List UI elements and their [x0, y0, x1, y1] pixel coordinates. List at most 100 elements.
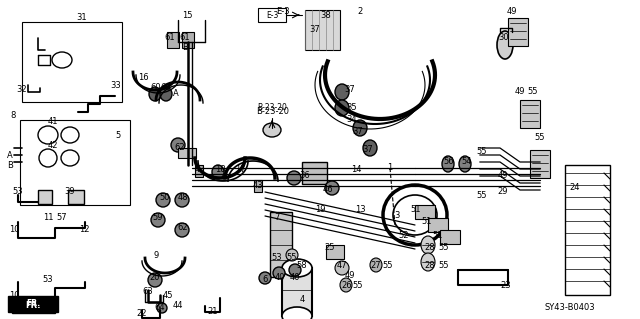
Ellipse shape [263, 123, 281, 137]
Text: 4: 4 [300, 295, 305, 305]
Bar [520, 100, 540, 128]
Text: 40: 40 [290, 273, 300, 283]
Text: 32: 32 [17, 85, 28, 94]
Ellipse shape [289, 264, 301, 276]
Text: 31: 31 [77, 13, 87, 23]
Text: 34: 34 [347, 115, 357, 124]
Text: 17: 17 [235, 166, 245, 174]
Text: 55: 55 [287, 254, 297, 263]
Text: 45: 45 [163, 291, 173, 300]
Bar [305, 10, 340, 50]
Bar [302, 162, 327, 184]
Bar [326, 245, 344, 259]
Text: E-3: E-3 [276, 8, 290, 17]
Text: 13: 13 [355, 205, 365, 214]
Text: 28: 28 [425, 261, 435, 270]
Text: 20: 20 [150, 273, 160, 283]
Bar [254, 180, 262, 192]
Ellipse shape [335, 84, 349, 100]
Ellipse shape [282, 259, 312, 277]
Text: 62: 62 [175, 144, 186, 152]
Text: B: B [182, 43, 188, 53]
Bar [270, 212, 292, 277]
Text: 18: 18 [214, 166, 225, 174]
Polygon shape [12, 299, 55, 313]
Text: 55: 55 [439, 243, 449, 253]
Bar [68, 190, 84, 204]
Text: 55: 55 [439, 261, 449, 270]
Text: 42: 42 [48, 140, 58, 150]
Bar [178, 148, 196, 158]
Text: 47: 47 [337, 261, 348, 270]
Text: 27: 27 [371, 261, 381, 270]
Ellipse shape [421, 253, 435, 271]
Text: 51: 51 [422, 218, 432, 226]
Text: FR.: FR. [26, 300, 40, 308]
Text: 51: 51 [433, 231, 444, 240]
Text: B: B [7, 160, 13, 169]
Ellipse shape [151, 213, 165, 227]
Bar [182, 32, 194, 48]
Text: 7: 7 [275, 213, 280, 222]
Ellipse shape [149, 87, 161, 101]
Text: 57: 57 [57, 213, 67, 222]
Ellipse shape [340, 278, 352, 292]
Ellipse shape [459, 156, 471, 172]
Text: 38: 38 [321, 11, 332, 19]
Text: 29: 29 [498, 188, 508, 197]
Text: 2: 2 [357, 8, 363, 17]
Text: 11: 11 [43, 213, 53, 222]
Text: 35: 35 [347, 103, 357, 113]
Text: 62: 62 [178, 224, 188, 233]
Text: 58: 58 [297, 261, 307, 270]
Text: 24: 24 [570, 183, 580, 192]
Text: 46: 46 [323, 186, 333, 195]
Text: 33: 33 [111, 81, 122, 91]
Text: 43: 43 [195, 166, 205, 174]
Ellipse shape [160, 87, 172, 101]
Text: 12: 12 [79, 226, 89, 234]
Ellipse shape [353, 120, 367, 136]
Text: 55: 55 [353, 280, 364, 290]
Text: 60: 60 [150, 84, 161, 93]
Text: 53: 53 [272, 254, 282, 263]
Text: 54: 54 [461, 158, 472, 167]
Text: 43: 43 [253, 181, 263, 189]
Text: 26: 26 [342, 280, 352, 290]
Text: 61: 61 [180, 33, 190, 42]
Text: 64: 64 [155, 303, 165, 313]
Text: 5: 5 [115, 130, 120, 139]
Text: 8: 8 [10, 110, 16, 120]
Text: 3: 3 [394, 211, 400, 219]
Text: 49: 49 [498, 170, 508, 180]
Text: SY43-B0403: SY43-B0403 [545, 303, 595, 313]
Text: 53: 53 [43, 276, 53, 285]
Text: 39: 39 [65, 188, 76, 197]
Text: 55: 55 [477, 147, 487, 157]
Bar [530, 150, 550, 178]
Text: 37: 37 [344, 85, 355, 94]
Text: 9: 9 [154, 251, 159, 261]
Ellipse shape [171, 138, 185, 152]
Text: 36: 36 [300, 170, 310, 180]
Text: 49: 49 [507, 8, 517, 17]
Text: 15: 15 [182, 11, 192, 19]
Text: 16: 16 [138, 73, 148, 83]
Text: 49: 49 [515, 87, 525, 97]
Text: 37: 37 [363, 145, 373, 154]
Text: 51: 51 [411, 205, 421, 214]
Ellipse shape [175, 193, 189, 207]
Text: 14: 14 [351, 166, 361, 174]
Text: 28: 28 [425, 243, 435, 253]
Bar [565, 165, 610, 295]
Text: 50: 50 [160, 194, 170, 203]
Bar [38, 190, 52, 204]
Text: 48: 48 [178, 194, 188, 203]
Text: 61: 61 [164, 33, 175, 42]
Ellipse shape [325, 181, 339, 195]
Text: 6: 6 [262, 276, 268, 285]
Polygon shape [8, 296, 58, 312]
Bar [415, 205, 435, 219]
Text: 19: 19 [315, 205, 325, 214]
Ellipse shape [212, 165, 224, 179]
